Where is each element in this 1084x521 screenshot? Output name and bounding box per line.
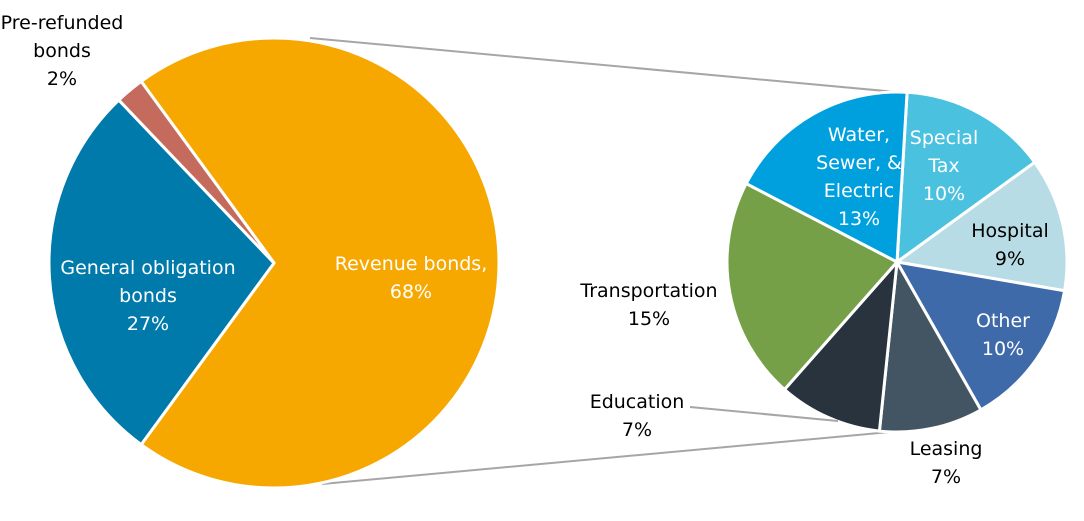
- label-line: 7%: [622, 419, 652, 441]
- breakout-pie-slice-transportation: [725, 182, 899, 391]
- label-line: Pre-refunded: [1, 12, 124, 34]
- label-line: Tax: [927, 155, 959, 177]
- label-line: 2%: [47, 68, 77, 90]
- education-leader-line: [689, 406, 839, 422]
- main-pie-label-pre-refunded: Pre-refunded bonds 2%: [1, 12, 124, 90]
- connector-line-top: [309, 37, 908, 94]
- label-line: 27%: [127, 313, 169, 335]
- breakout-pie-label-other: Other 10%: [976, 310, 1030, 360]
- label-line: 68%: [390, 281, 432, 303]
- label-line: 7%: [931, 466, 961, 488]
- label-line: Revenue bonds,: [335, 253, 488, 275]
- main-pie-slice-pre-refunded: [117, 79, 276, 265]
- breakout-pie-slice-other: [895, 260, 1067, 412]
- label-line: bonds: [33, 40, 91, 62]
- breakout-pie-slice-leasing: [877, 260, 983, 434]
- label-line: bonds: [119, 285, 177, 307]
- label-line: 10%: [923, 183, 965, 205]
- connector-line-bottom: [321, 431, 891, 485]
- breakout-pie-label-transportation: Transportation 15%: [579, 280, 717, 330]
- main-pie-label-revenue-bonds: Revenue bonds, 68%: [335, 253, 488, 303]
- label-line: Hospital: [971, 220, 1049, 242]
- label-line: Transportation: [579, 280, 717, 302]
- label-line: 13%: [838, 208, 880, 230]
- label-line: Water,: [828, 124, 890, 146]
- breakout-pie-label-leasing: Leasing 7%: [910, 438, 983, 488]
- breakout-pie-slice-water: [744, 90, 909, 264]
- breakout-pie-label-hospital: Hospital 9%: [971, 220, 1049, 270]
- label-line: 15%: [628, 308, 670, 330]
- main-pie-slice-general-obligation: [47, 98, 276, 447]
- label-line: General obligation: [60, 257, 235, 279]
- main-pie-slice-revenue-bonds: [139, 36, 501, 490]
- label-line: Leasing: [910, 438, 983, 460]
- label-line: Special: [910, 127, 978, 149]
- label-line: Other: [976, 310, 1030, 332]
- breakout-pie-label-education: Education 7%: [590, 391, 685, 441]
- label-line: Education: [590, 391, 685, 413]
- main-pie-label-general-obligation: General obligation bonds 27%: [60, 257, 235, 335]
- label-line: Sewer, &: [816, 152, 902, 174]
- breakout-pie-label-water: Water, Sewer, & Electric 13%: [816, 124, 902, 230]
- breakout-pie-slice-education: [783, 260, 899, 433]
- label-line: 9%: [995, 248, 1025, 270]
- label-line: Electric: [824, 180, 894, 202]
- breakout-pie-label-special: Special Tax 10%: [910, 127, 978, 205]
- breakout-pie-slice-hospital: [895, 160, 1069, 293]
- label-line: 10%: [982, 338, 1024, 360]
- breakout-pie-slice-special: [895, 90, 1037, 264]
